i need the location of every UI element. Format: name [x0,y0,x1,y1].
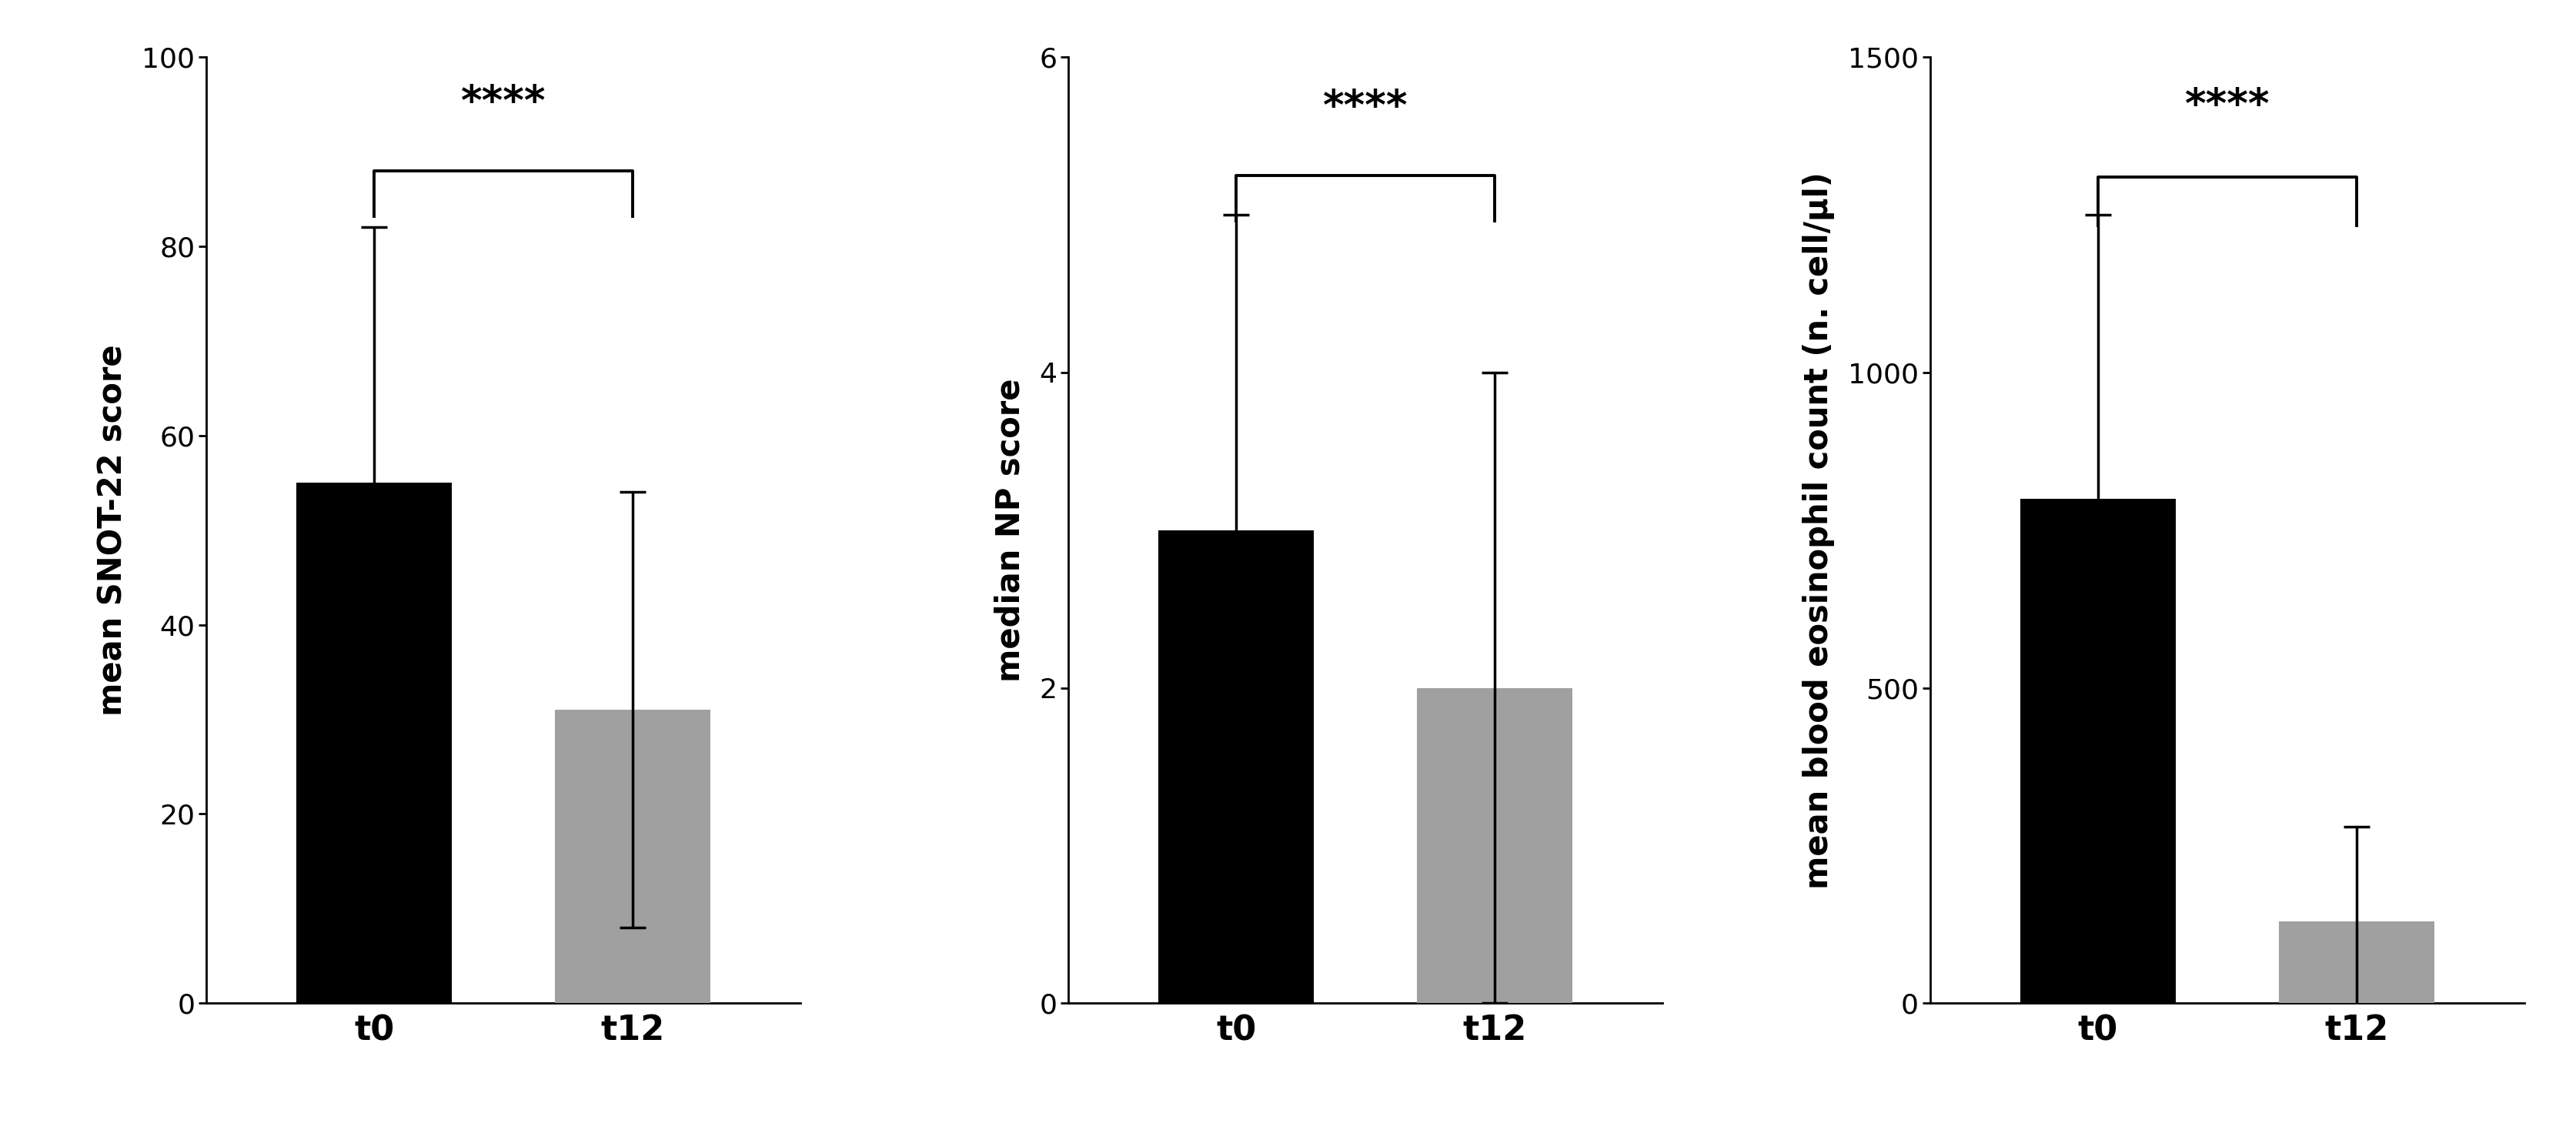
Bar [1417,687,1571,1003]
Y-axis label: mean SNOT-22 score: mean SNOT-22 score [95,344,129,716]
Bar [1159,530,1314,1003]
Text: ****: **** [1321,88,1409,128]
Bar [296,483,451,1003]
Bar [2280,921,2434,1003]
Y-axis label: median NP score: median NP score [994,378,1025,682]
Bar [554,710,711,1003]
Bar [2020,498,2177,1003]
Text: ****: **** [2184,87,2269,127]
Y-axis label: mean blood eosinophil count (n. cell/μl): mean blood eosinophil count (n. cell/μl) [1803,171,1834,889]
Text: ****: **** [461,83,546,123]
